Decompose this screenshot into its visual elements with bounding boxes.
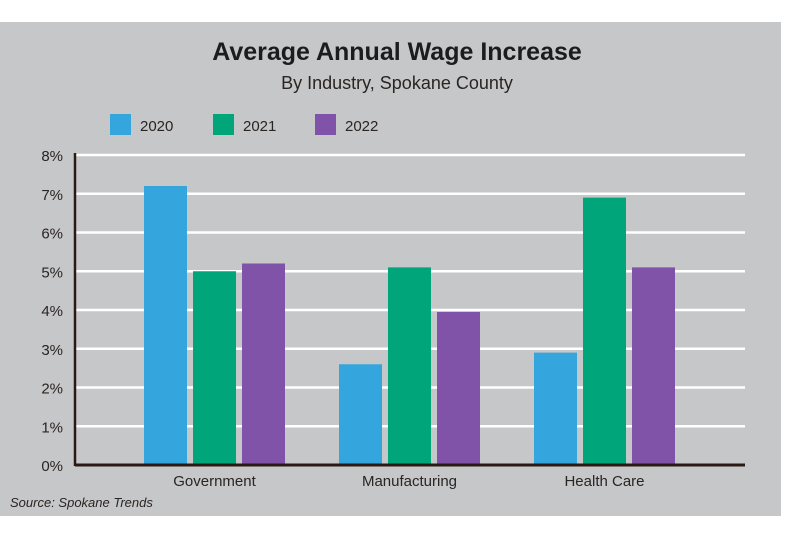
y-tick-label: 2% <box>41 381 63 398</box>
chart-subtitle: By Industry, Spokane County <box>281 73 513 93</box>
x-tick-label: Manufacturing <box>362 473 457 490</box>
bar-2020-government <box>144 186 187 465</box>
bar-2021-health-care <box>583 197 626 465</box>
legend: 2020 2021 2022 <box>110 114 378 135</box>
bar-2020-manufacturing <box>339 364 382 465</box>
source-note: Source: Spokane Trends <box>10 495 153 510</box>
legend-label: 2020 <box>140 118 173 135</box>
bar-2020-health-care <box>534 352 577 465</box>
y-tick-label: 5% <box>41 264 63 281</box>
legend-label: 2021 <box>243 118 276 135</box>
y-tick-label: 0% <box>41 458 63 475</box>
y-tick-label: 7% <box>41 187 63 204</box>
bars <box>144 186 675 465</box>
y-tick-label: 4% <box>41 303 63 320</box>
y-tick-label: 3% <box>41 342 63 359</box>
bar-2021-government <box>193 271 236 465</box>
bar-2022-government <box>242 263 285 465</box>
legend-swatch-2021 <box>213 114 234 135</box>
x-tick-label: Health Care <box>564 473 644 490</box>
y-tick-label: 1% <box>41 419 63 436</box>
y-tick-label: 6% <box>41 226 63 243</box>
x-tick-label: Government <box>173 473 256 490</box>
axes: 0% 1% 2% 3% 4% 5% 6% 7% 8% Government Manufacturin… <box>41 148 745 490</box>
legend-swatch-2020 <box>110 114 131 135</box>
bar-2022-manufacturing <box>437 311 480 465</box>
legend-swatch-2022 <box>315 114 336 135</box>
bar-2021-manufacturing <box>388 267 431 465</box>
chart-title: Average Annual Wage Increase <box>212 38 582 66</box>
legend-label: 2022 <box>345 118 378 135</box>
y-tick-label: 8% <box>41 148 63 165</box>
bar-2022-health-care <box>632 267 675 465</box>
